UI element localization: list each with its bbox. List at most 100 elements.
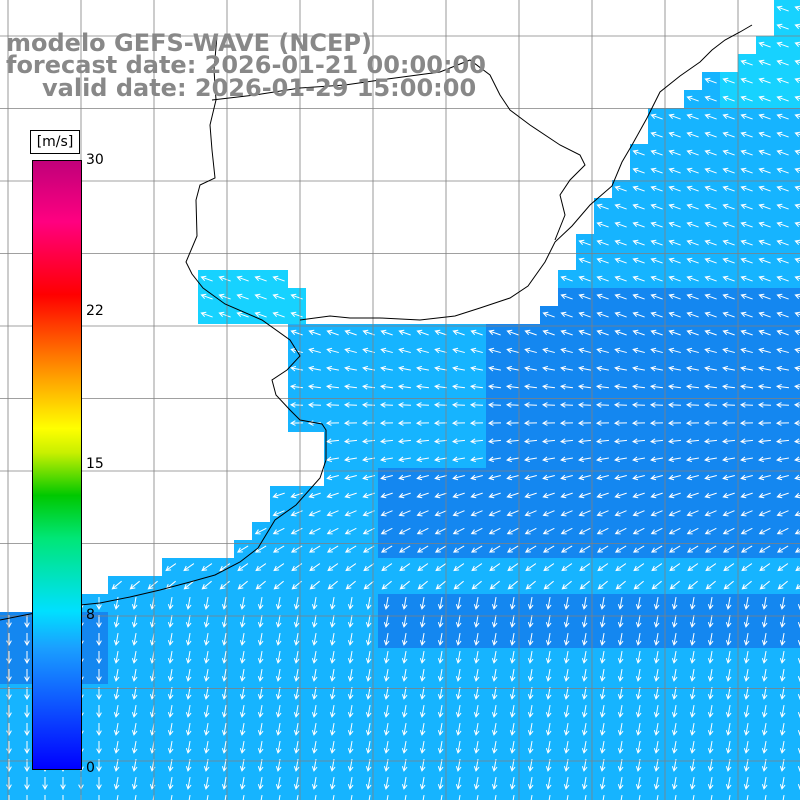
wind-arrow: [185, 723, 192, 736]
wind-arrow: [380, 545, 393, 553]
wind-arrow: [725, 651, 732, 664]
colorbar-tick-30: 30: [86, 152, 104, 168]
wind-arrow: [668, 203, 681, 210]
wind-arrow: [383, 669, 390, 682]
wind-arrow: [434, 365, 447, 372]
wind-arrow: [650, 293, 663, 300]
wind-arrow: [524, 510, 537, 517]
wind-arrow: [24, 633, 30, 647]
wind-arrow: [96, 633, 102, 647]
wind-arrow: [437, 669, 444, 682]
wind-arrow: [257, 741, 264, 754]
wind-arrow: [293, 651, 300, 664]
wind-arrow: [488, 456, 501, 463]
wind-arrow: [345, 563, 357, 572]
wind-arrow: [725, 705, 732, 718]
wind-arrow: [257, 723, 264, 736]
sea-cell: [792, 216, 800, 234]
wind-arrow: [577, 402, 592, 408]
wind-arrow: [794, 383, 800, 390]
wind-arrow: [509, 777, 516, 790]
wind-arrow: [344, 545, 357, 553]
wind-arrow: [203, 777, 210, 790]
wind-arrow: [113, 705, 120, 718]
wind-arrow: [617, 615, 624, 628]
wind-arrow: [129, 580, 140, 590]
wind-arrow: [470, 365, 483, 372]
wind-arrow: [631, 402, 646, 408]
wind-arrow: [617, 723, 624, 736]
wind-arrow: [560, 293, 573, 300]
wind-arrow: [379, 438, 394, 445]
wind-arrow: [595, 438, 610, 445]
wind-arrow: [794, 131, 800, 138]
wind-arrow: [632, 221, 645, 228]
wind-arrow: [326, 527, 339, 535]
wind-arrow: [473, 723, 480, 736]
wind-arrow: [308, 510, 321, 517]
sea-cell: [630, 792, 648, 800]
wind-arrow: [650, 257, 663, 264]
sea-cell: [792, 162, 800, 180]
wind-arrow: [452, 383, 466, 390]
wind-arrow: [327, 563, 339, 572]
sea-cell: [396, 792, 414, 800]
wind-arrow: [722, 383, 736, 390]
wind-arrow: [559, 438, 574, 445]
wind-arrow: [455, 705, 462, 718]
wind-arrow: [794, 221, 800, 228]
wind-arrow: [257, 651, 264, 664]
wind-arrow: [794, 365, 800, 372]
wind-arrow: [710, 795, 713, 800]
wind-arrow: [614, 545, 627, 553]
wind-arrow: [401, 741, 408, 754]
wind-arrow: [614, 347, 627, 354]
wind-arrow: [329, 615, 336, 628]
wind-arrow: [653, 651, 660, 664]
wind-arrow: [525, 563, 537, 572]
wind-arrow: [686, 95, 699, 102]
sea-cell: [792, 504, 800, 522]
wind-arrow: [311, 597, 318, 610]
wind-arrow: [329, 633, 336, 646]
wind-arrow: [704, 492, 717, 499]
wind-arrow: [545, 705, 552, 718]
wind-arrow: [254, 293, 267, 300]
wind-arrow: [692, 795, 695, 800]
wind-arrow: [743, 669, 750, 682]
wind-arrow: [275, 705, 282, 718]
wind-arrow: [631, 438, 646, 445]
wind-arrow: [491, 669, 498, 682]
wind-arrow: [401, 669, 408, 682]
wind-arrow: [326, 347, 339, 354]
wind-arrow: [793, 438, 800, 445]
wind-arrow: [452, 474, 465, 481]
wind-arrow: [24, 615, 30, 629]
wind-arrow: [614, 365, 627, 372]
wind-arrow: [419, 777, 426, 790]
wind-arrow: [488, 365, 501, 372]
wind-arrow: [416, 510, 429, 517]
wind-arrow: [635, 723, 642, 736]
wind-arrow: [599, 723, 606, 736]
wind-arrow: [6, 651, 12, 665]
wind-arrow: [740, 293, 753, 300]
wind-arrow: [455, 651, 462, 664]
wind-arrow: [566, 795, 569, 800]
wind-arrow: [275, 597, 282, 610]
wind-arrow: [362, 545, 375, 553]
wind-arrow: [578, 492, 591, 499]
wind-arrow: [704, 77, 717, 84]
wind-arrow: [758, 275, 771, 282]
wind-arrow: [488, 474, 501, 481]
wind-arrow: [275, 777, 282, 790]
wind-arrow: [509, 741, 516, 754]
wind-arrow: [131, 597, 138, 610]
wind-arrow: [470, 329, 483, 336]
wind-arrow: [344, 510, 357, 517]
wind-arrow: [6, 723, 12, 737]
wind-arrow: [473, 741, 480, 754]
sea-cell: [792, 774, 800, 792]
wind-arrow: [221, 615, 228, 628]
